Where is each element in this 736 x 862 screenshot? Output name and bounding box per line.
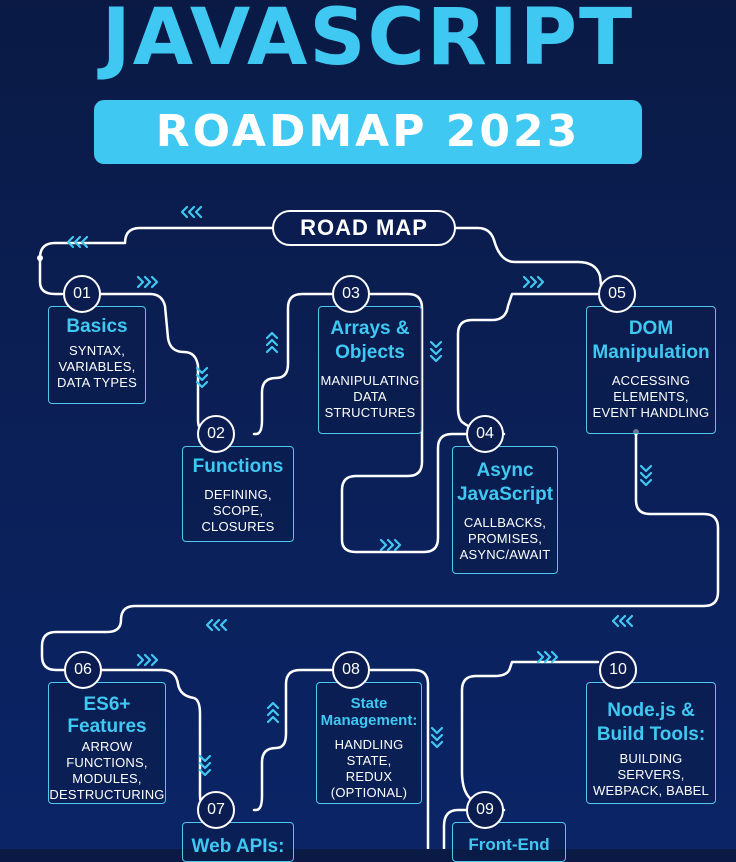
step-desc: DESTRUCTURING: [49, 787, 165, 802]
step-box-functions: Functions DEFINING, SCOPE, CLOSURES: [182, 446, 294, 542]
step-desc: CALLBACKS,: [463, 515, 547, 530]
step-title: Async: [476, 460, 534, 481]
step-desc: HANDLING: [334, 737, 404, 752]
step-desc: ACCESSING: [611, 373, 691, 388]
step-desc: STATE,: [346, 753, 392, 768]
step-desc: REDUX: [345, 769, 393, 784]
page-title: JAVASCRIPT: [101, 0, 635, 83]
step-box-nodejs-build-tools: Node.js & Build Tools: BUILDING SERVERS,…: [586, 682, 716, 804]
step-desc: PROMISES,: [467, 531, 543, 546]
step-title: Features: [67, 716, 147, 737]
roadmap-label: ROAD MAP: [272, 210, 456, 246]
step-desc: CLOSURES: [201, 519, 275, 534]
step-number: 07: [197, 791, 235, 829]
step-desc: MANIPULATING: [320, 373, 420, 388]
subtitle-banner: [94, 100, 642, 164]
step-desc: SERVERS,: [617, 767, 685, 782]
step-box-front-end: Front-End: [452, 822, 566, 862]
step-box-arrays-objects: Arrays & Objects MANIPULATING DATA STRUC…: [318, 306, 422, 434]
step-title: Node.js &: [607, 700, 695, 721]
step-box-basics: Basics SYNTAX, VARIABLES, DATA TYPES: [48, 306, 146, 404]
step-box-async-javascript: Async JavaScript CALLBACKS, PROMISES, AS…: [452, 446, 558, 574]
step-desc: ELEMENTS,: [613, 389, 689, 404]
step-box-web-apis: Web APIs:: [182, 822, 294, 862]
step-title: Functions: [192, 456, 284, 477]
step-title: Web APIs:: [191, 836, 285, 857]
step-number: 06: [64, 651, 102, 689]
step-title: ES6+: [83, 694, 131, 715]
step-number: 01: [63, 275, 101, 313]
step-desc: FUNCTIONS,: [66, 755, 148, 770]
step-desc: BUILDING: [619, 751, 683, 766]
step-desc: EVENT HANDLING: [592, 405, 710, 420]
step-number: 04: [466, 415, 504, 453]
step-number: 09: [466, 791, 504, 829]
step-number: 05: [598, 275, 636, 313]
step-title: DOM: [628, 318, 674, 339]
step-title: Basics: [66, 316, 128, 337]
step-title: State: [350, 695, 388, 712]
step-title: Front-End: [468, 835, 550, 854]
step-number: 03: [332, 275, 370, 313]
page-subtitle: ROADMAP 2023: [155, 106, 581, 157]
step-title: Management:: [320, 712, 418, 729]
step-box-dom-manipulation: DOM Manipulation ACCESSING ELEMENTS, EVE…: [586, 306, 716, 434]
step-number: 08: [332, 651, 370, 689]
step-box-es6-features: ES6+ Features ARROW FUNCTIONS, MODULES, …: [48, 682, 166, 804]
step-desc: VARIABLES,: [58, 359, 136, 374]
step-title: Build Tools:: [596, 724, 706, 745]
step-box-state-management: State Management: HANDLING STATE, REDUX …: [316, 682, 422, 804]
step-desc: SCOPE,: [212, 503, 264, 518]
step-desc: WEBPACK, BABEL: [593, 783, 709, 798]
step-title: Manipulation: [592, 342, 710, 363]
step-title: Arrays &: [330, 318, 410, 339]
step-desc: STRUCTURES: [324, 405, 416, 420]
step-title: JavaScript: [456, 484, 554, 505]
step-desc: DEFINING,: [204, 487, 272, 502]
step-desc: ARROW: [81, 739, 133, 754]
step-desc: DATA: [353, 389, 387, 404]
step-desc: MODULES,: [72, 771, 142, 786]
step-number: 02: [197, 415, 235, 453]
step-desc: ASYNC/AWAIT: [459, 547, 551, 562]
step-desc: SYNTAX,: [68, 343, 126, 358]
step-number: 10: [599, 651, 637, 689]
step-title: Objects: [335, 342, 405, 363]
step-desc: (OPTIONAL): [330, 785, 408, 800]
step-desc: DATA TYPES: [56, 375, 138, 390]
